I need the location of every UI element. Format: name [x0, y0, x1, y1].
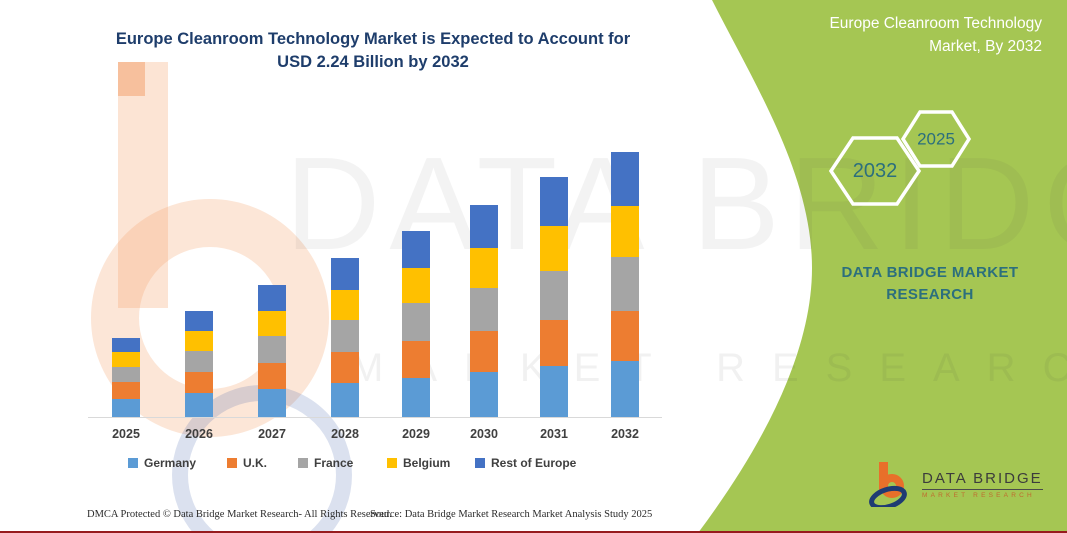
- bar-segment-germany: [331, 383, 359, 417]
- chart-title: Europe Cleanroom Technology Market is Ex…: [88, 28, 658, 74]
- legend-swatch-icon: [128, 458, 138, 468]
- x-axis-label-2030: 2030: [470, 427, 498, 441]
- legend-label: Germany: [144, 456, 197, 470]
- x-axis-label-2025: 2025: [112, 427, 140, 441]
- bar-segment-france: [611, 257, 639, 311]
- bar-segment-france: [258, 336, 286, 363]
- bar-segment-germany: [402, 378, 430, 417]
- x-axis-label-2026: 2026: [185, 427, 213, 441]
- bar-segment-france: [402, 303, 430, 341]
- bar-segment-germany: [112, 399, 140, 417]
- bar-segment-u-k-: [185, 372, 213, 393]
- source-note: Source: Data Bridge Market Research Mark…: [370, 509, 653, 520]
- bar-segment-belgium: [331, 290, 359, 320]
- hexagon-badges: 2032 2025: [828, 110, 972, 206]
- x-axis-label-2028: 2028: [331, 427, 359, 441]
- legend-swatch-icon: [387, 458, 397, 468]
- legend-item-rest-of-europe: Rest of Europe: [475, 456, 576, 470]
- bar-segment-u-k-: [258, 363, 286, 389]
- bar-segment-rest-of-europe: [185, 311, 213, 331]
- legend-swatch-icon: [298, 458, 308, 468]
- legend-swatch-icon: [475, 458, 485, 468]
- stacked-bar-2028: [331, 258, 359, 417]
- company-logo-name: DATA BRIDGE: [922, 470, 1043, 490]
- legend-item-france: France: [298, 456, 353, 470]
- bar-segment-france: [112, 367, 140, 382]
- bar-segment-france: [331, 320, 359, 352]
- stacked-bar-2030: [470, 205, 498, 417]
- x-axis-line: [88, 417, 662, 418]
- company-logo-text: DATA BRIDGE MARKET RESEARCH: [922, 470, 1043, 499]
- company-logo-subtitle: MARKET RESEARCH: [922, 491, 1035, 499]
- bar-segment-belgium: [258, 311, 286, 336]
- chart-title-line1: Europe Cleanroom Technology Market is Ex…: [115, 30, 631, 48]
- legend-item-belgium: Belgium: [387, 456, 450, 470]
- legend-item-germany: Germany: [128, 456, 196, 470]
- bar-segment-rest-of-europe: [402, 231, 430, 268]
- bottom-accent-line: [0, 531, 1067, 533]
- bar-segment-germany: [470, 372, 498, 417]
- bar-segment-belgium: [540, 226, 568, 271]
- bar-segment-belgium: [470, 248, 498, 288]
- bar-segment-belgium: [112, 352, 140, 367]
- stacked-bar-2025: [112, 338, 140, 417]
- legend-label: U.K.: [243, 456, 267, 470]
- bar-segment-u-k-: [402, 341, 430, 378]
- company-logo-icon: [869, 462, 907, 507]
- x-axis-label-2029: 2029: [402, 427, 430, 441]
- legend-label: Belgium: [403, 456, 451, 470]
- stacked-bar-2032: [611, 152, 639, 417]
- stacked-bar-2029: [402, 231, 430, 417]
- bar-segment-rest-of-europe: [540, 177, 568, 226]
- hexagon-2032-label: 2032: [853, 160, 898, 182]
- brand-wordmark: DATA BRIDGE MARKET RESEARCH: [841, 264, 1019, 303]
- bar-segment-rest-of-europe: [112, 338, 140, 352]
- legend-label: Rest of Europe: [491, 456, 577, 470]
- bar-segment-belgium: [611, 206, 639, 257]
- x-axis-label-2027: 2027: [258, 427, 286, 441]
- bar-segment-germany: [540, 366, 568, 417]
- bar-segment-u-k-: [112, 382, 140, 399]
- bar-segment-rest-of-europe: [611, 152, 639, 206]
- bar-segment-germany: [611, 361, 639, 417]
- bar-segment-u-k-: [470, 331, 498, 372]
- bar-segment-belgium: [185, 331, 213, 351]
- bar-segment-germany: [258, 389, 286, 417]
- dmca-notice: DMCA Protected © Data Bridge Market Rese…: [87, 509, 392, 520]
- hexagon-2032-outline: [828, 136, 922, 206]
- hexagon-2025-label: 2025: [917, 130, 955, 149]
- bar-segment-u-k-: [540, 320, 568, 366]
- bar-segment-u-k-: [611, 311, 639, 361]
- legend-item-u-k-: U.K.: [227, 456, 267, 470]
- bar-segment-france: [540, 271, 568, 320]
- green-panel-shape: [698, 0, 1067, 533]
- chart-title-line2: USD 2.24 Billion by 2032: [277, 53, 469, 71]
- bar-segment-france: [185, 351, 213, 372]
- x-axis-label-2032: 2032: [611, 427, 639, 441]
- stacked-bar-2026: [185, 311, 213, 417]
- legend-label: France: [314, 456, 354, 470]
- bar-segment-germany: [185, 393, 213, 417]
- side-panel-heading: Europe Cleanroom Technology Market, By 2…: [829, 15, 1042, 55]
- bar-segment-rest-of-europe: [258, 285, 286, 311]
- bar-segment-rest-of-europe: [470, 205, 498, 248]
- x-axis-label-2031: 2031: [540, 427, 568, 441]
- bar-segment-rest-of-europe: [331, 258, 359, 290]
- stacked-bar-2031: [540, 177, 568, 417]
- company-logo: DATA BRIDGE MARKET RESEARCH: [868, 461, 1043, 507]
- bar-segment-france: [470, 288, 498, 331]
- stacked-bar-2027: [258, 285, 286, 417]
- bar-segment-belgium: [402, 268, 430, 303]
- hexagon-2025-outline: [900, 110, 972, 168]
- bar-segment-u-k-: [331, 352, 359, 383]
- legend-swatch-icon: [227, 458, 237, 468]
